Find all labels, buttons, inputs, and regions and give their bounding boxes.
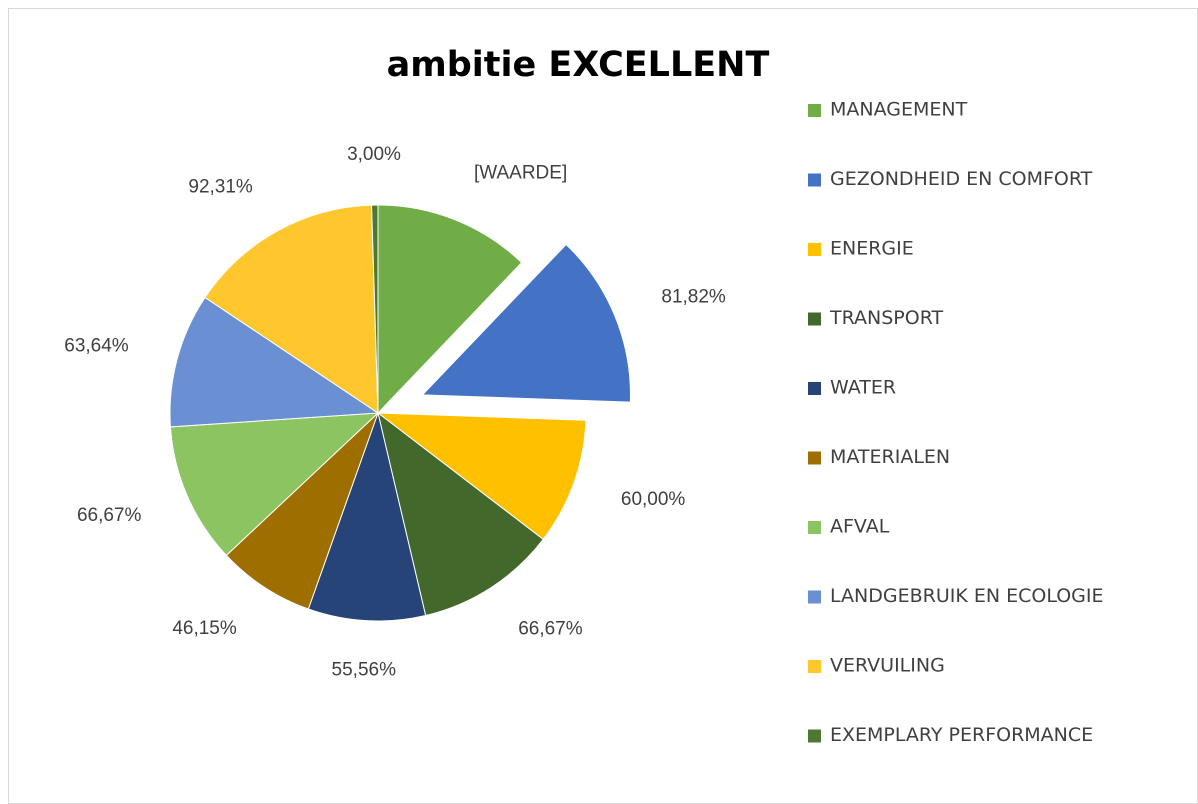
pie-slice (169, 412, 380, 557)
pie-slice (307, 411, 427, 622)
legend-label: LANDGEBRUIK EN ECOLOGIE (830, 585, 1104, 607)
data-label: 81,82% (661, 287, 726, 308)
legend-swatch (808, 729, 821, 743)
data-label: 46,15% (172, 618, 237, 639)
data-label: 55,56% (332, 660, 397, 681)
legend-label: AFVAL (830, 516, 890, 538)
legend-swatch (808, 243, 821, 256)
legend-swatch (808, 173, 821, 187)
data-label: 60,00% (621, 489, 686, 510)
pie-slice (377, 411, 544, 617)
legend-label: VERVUILING (830, 655, 945, 677)
legend-swatch (808, 451, 821, 465)
pie-slice (376, 412, 587, 541)
legend-label: ENERGIE (830, 238, 914, 260)
data-label: [WAARDE] (474, 163, 567, 184)
pie-slice (169, 296, 380, 428)
pie-slice (204, 204, 379, 414)
legend-swatch (808, 660, 821, 673)
pie-slice (225, 412, 379, 610)
legend-label: GEZONDHEID EN COMFORT (830, 168, 1093, 190)
data-label: 3,00% (347, 144, 401, 165)
legend-label: TRANSPORT (829, 307, 944, 329)
pie-slice (377, 204, 523, 415)
legend-label: MATERIALEN (830, 446, 950, 468)
legend-label: WATER (830, 377, 896, 399)
legend-swatch (808, 590, 821, 604)
pie-slice (421, 243, 631, 403)
legend-swatch (808, 104, 821, 117)
legend-swatch (808, 521, 821, 534)
legend-swatch (808, 312, 821, 326)
legend-swatch (808, 382, 821, 395)
data-label: 66,67% (518, 619, 583, 640)
data-label: 66,67% (77, 505, 142, 526)
data-label: 63,64% (64, 335, 129, 356)
chart-title: ambitie EXCELLENT (387, 45, 770, 85)
legend-label: EXEMPLARY PERFORMANCE (830, 724, 1093, 746)
pie-slice (371, 204, 379, 414)
legend-label: MANAGEMENT (830, 99, 968, 121)
data-label: 92,31% (188, 176, 253, 197)
